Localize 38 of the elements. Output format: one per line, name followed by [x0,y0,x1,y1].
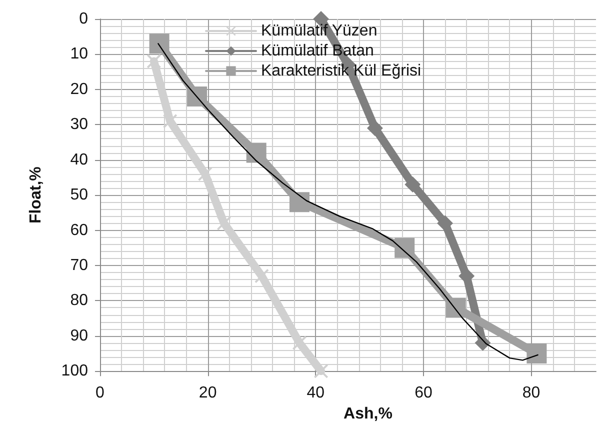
point [437,215,454,232]
point [366,120,383,136]
x-tick-label: 60 [414,384,432,402]
x-tick-label: 80 [522,384,540,402]
y-tick-label: 40 [70,151,88,168]
x-axis-title: Ash,% [344,406,392,422]
y-tick-label: 0 [79,10,88,28]
legend-label: Karakteristik Kül Eğrisi [261,62,422,80]
y-tick-label: 70 [70,256,88,274]
y-tick-label: 100 [61,362,88,380]
y-tick-label: 50 [70,186,88,204]
x-tick-label: 0 [96,384,105,402]
point [446,298,466,318]
point [314,364,328,378]
point [198,166,212,181]
y-tick-label: 20 [70,80,88,98]
point [163,114,178,128]
point [526,343,547,364]
point [149,34,170,54]
legend-label: Kümülatif Yüzen [261,22,378,40]
y-tick-label: 30 [70,116,88,134]
point [187,86,208,106]
y-tick-label: 80 [70,292,88,310]
point [254,269,269,284]
point [217,216,231,230]
y-tick-label: 60 [70,222,88,239]
y-axis-title: Float,% [28,166,44,224]
point [289,192,310,212]
x-tick-label: 40 [306,384,325,402]
point [394,238,415,258]
y-tick-label: 10 [70,46,88,63]
point [404,176,421,192]
point [246,142,266,163]
y-tick-label: 90 [70,327,88,344]
legend-label: Kümülatif Batan [261,42,374,60]
point [292,336,306,350]
point [146,54,161,68]
x-tick-label: 20 [198,384,217,402]
